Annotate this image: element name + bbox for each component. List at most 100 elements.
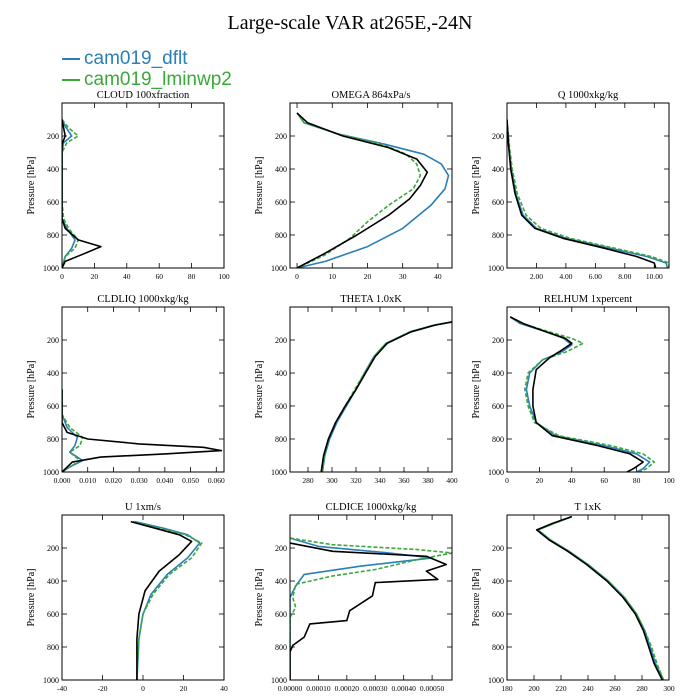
x-tick-label: 60 (155, 272, 163, 281)
legend-item-lminwp2: cam019_lminwp2 (62, 69, 232, 90)
x-tick-label: 280 (636, 684, 648, 693)
x-tick-label: 280 (302, 476, 314, 485)
x-tick-label: 0 (60, 272, 64, 281)
y-tick-label: 800 (275, 643, 287, 652)
y-tick-label: 400 (275, 369, 287, 378)
y-tick-label: 1000 (488, 264, 504, 273)
series-line-reference (509, 316, 644, 472)
series-line-cam019_dflt (537, 515, 665, 680)
plot-frame (289, 102, 453, 269)
x-tick-label: 0.00000 (278, 684, 303, 693)
x-tick-label: 180 (501, 684, 513, 693)
series-line-cam019_lminwp2 (507, 119, 669, 268)
y-tick-label: 800 (47, 231, 59, 240)
panel-title: U 1xm/s (125, 502, 161, 513)
series-line-cam019_lminwp2 (132, 520, 203, 680)
series-line-reference (296, 112, 429, 268)
x-tick-label: 40 (434, 272, 442, 281)
x-tick-label: 0.00010 (306, 684, 331, 693)
y-tick-label: 200 (275, 336, 287, 345)
y-tick-label: 600 (275, 402, 287, 411)
chart-panel-7: CLDICE 1000xkg/kg Pressure [hPa] 200 400 600… (254, 502, 453, 693)
series-line-reference (535, 515, 664, 680)
series-line-reference (290, 542, 448, 680)
x-tick-label: 20 (180, 684, 188, 693)
x-tick-label: 320 (350, 476, 362, 485)
y-tick-label: 200 (47, 544, 59, 553)
y-tick-label: 1000 (43, 676, 59, 685)
x-tick-label: -20 (98, 684, 108, 693)
y-tick-label: 400 (47, 577, 59, 586)
plot-frame (61, 102, 225, 269)
x-tick-label: 300 (663, 684, 675, 693)
series-line-cam019_lminwp2 (537, 515, 665, 680)
x-tick-label: 10.00 (646, 272, 663, 281)
legend: cam019_dflt cam019_lminwp2 (62, 48, 232, 90)
y-tick-label: 600 (47, 610, 59, 619)
y-axis-label: Pressure [hPa] (254, 156, 265, 214)
x-tick-label: 0.040 (156, 476, 173, 485)
legend-swatch-dflt (62, 57, 80, 60)
series-line-reference (130, 520, 193, 680)
y-tick-label: 200 (275, 544, 287, 553)
legend-label-dflt: cam019_dflt (84, 48, 188, 69)
x-tick-label: 30 (399, 272, 407, 281)
panel-title: T 1xK (575, 502, 602, 513)
series-line-reference (507, 119, 657, 268)
y-tick-label: 600 (47, 402, 59, 411)
y-tick-label: 1000 (43, 264, 59, 273)
x-tick-label: 0.060 (208, 476, 225, 485)
x-tick-label: 80 (633, 476, 641, 485)
x-tick-label: 240 (582, 684, 594, 693)
y-tick-label: 400 (275, 577, 287, 586)
y-tick-label: 800 (47, 435, 59, 444)
y-tick-label: 400 (492, 577, 504, 586)
x-tick-label: 0.050 (182, 476, 199, 485)
x-tick-label: 8.00 (618, 272, 631, 281)
series-line-cam019_dflt (290, 537, 433, 680)
y-tick-label: 800 (492, 231, 504, 240)
series-line-cam019_dflt (296, 112, 450, 268)
legend-item-dflt: cam019_dflt (62, 48, 232, 69)
y-tick-label: 200 (492, 132, 504, 141)
y-axis-label: Pressure [hPa] (254, 360, 265, 418)
x-tick-label: 80 (188, 272, 196, 281)
chart-panel-3: CLDLIQ 1000xkg/kg Pressure [hPa] 200 400 600… (26, 294, 225, 485)
y-axis-label: Pressure [hPa] (471, 568, 482, 626)
x-tick-label: -40 (57, 684, 67, 693)
x-tick-label: 20 (364, 272, 372, 281)
plot-frame (289, 514, 453, 681)
x-tick-label: 60 (600, 476, 608, 485)
x-tick-label: 100 (218, 272, 230, 281)
x-tick-label: 0.010 (79, 476, 96, 485)
y-tick-label: 200 (275, 132, 287, 141)
y-tick-label: 200 (492, 336, 504, 345)
chart-panel-2: Q 1000xkg/kg Pressure [hPa] 200 400 600 800 10… (471, 90, 670, 281)
x-tick-label: 0.00050 (420, 684, 445, 693)
legend-label-lminwp2: cam019_lminwp2 (84, 69, 232, 90)
panel-title: RELHUM 1xpercent (544, 294, 632, 305)
x-tick-label: 0.020 (105, 476, 122, 485)
y-tick-label: 600 (492, 198, 504, 207)
series-line-cam019_dflt (62, 119, 76, 268)
y-axis-label: Pressure [hPa] (471, 360, 482, 418)
y-tick-label: 1000 (488, 468, 504, 477)
y-tick-label: 200 (47, 132, 59, 141)
panel-title: THETA 1.0xK (340, 294, 402, 305)
series-line-reference (320, 321, 452, 472)
y-tick-label: 600 (275, 198, 287, 207)
y-tick-label: 600 (492, 610, 504, 619)
plot-frame (506, 306, 670, 473)
panel-title: CLOUD 100xfraction (97, 90, 190, 101)
y-axis-label: Pressure [hPa] (471, 156, 482, 214)
plot-frame (506, 102, 670, 269)
y-tick-label: 600 (47, 198, 59, 207)
y-tick-label: 1000 (271, 264, 287, 273)
y-tick-label: 1000 (271, 468, 287, 477)
x-tick-label: 0 (505, 476, 509, 485)
series-line-cam019_lminwp2 (62, 389, 84, 472)
plot-frame (61, 306, 225, 473)
series-line-cam019_dflt (134, 520, 201, 680)
y-tick-label: 1000 (43, 468, 59, 477)
